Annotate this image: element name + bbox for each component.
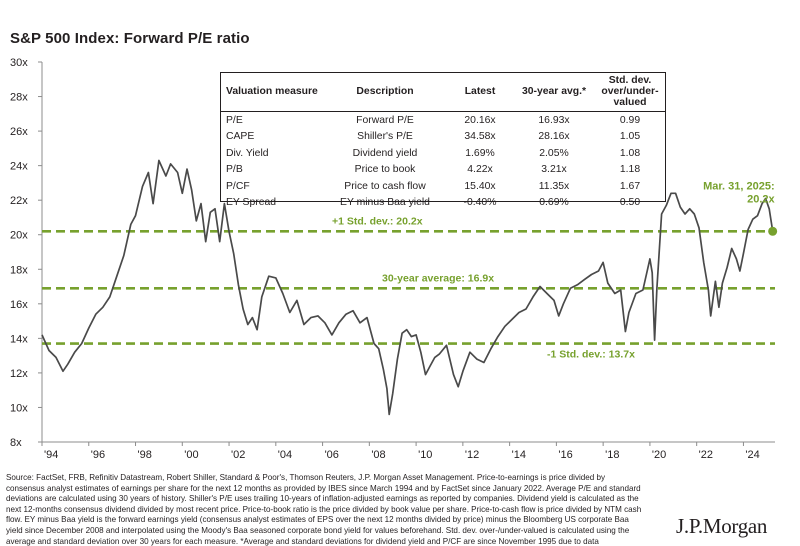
y-tick-label: 24x — [10, 161, 28, 173]
x-tick-label: '12 — [465, 449, 479, 461]
chart-title: S&P 500 Index: Forward P/E ratio — [10, 30, 250, 47]
x-tick-label: '10 — [418, 449, 432, 461]
cell-description: Price to book — [354, 164, 416, 176]
valuation-table-grid: Valuation measure Description Latest 30-… — [221, 73, 665, 211]
cell-description: Forward P/E — [356, 114, 414, 126]
cell-measure: P/E — [226, 114, 243, 126]
y-tick-label: 14x — [10, 333, 28, 345]
x-tick-label: '06 — [325, 449, 339, 461]
x-tick-label: '02 — [231, 449, 245, 461]
cell-average: 3.21x — [541, 164, 567, 176]
y-tick-label: 18x — [10, 264, 28, 276]
x-axis: '94 '96 '98 '00 '02 '04 '06 '08 '10 '12 '14 '16 '18 '… — [41, 441, 775, 461]
cell-latest: 15.40x — [464, 180, 496, 192]
y-tick-label: 8x — [10, 437, 22, 449]
cell-latest: 34.58x — [464, 131, 496, 143]
end-point-value-label: 20.2x — [747, 193, 775, 205]
x-tick-label: '14 — [512, 449, 526, 461]
cell-measure: P/B — [226, 164, 243, 176]
series-line — [41, 159, 774, 416]
cell-latest: 4.22x — [467, 164, 493, 176]
cell-latest: 20.16x — [464, 114, 496, 126]
cell-description: Shiller's P/E — [357, 131, 413, 143]
y-tick-label: 16x — [10, 299, 28, 311]
cell-average: 28.16x — [538, 131, 570, 143]
x-tick-label: '20 — [652, 449, 666, 461]
y-tick-label: 10x — [10, 402, 28, 414]
reference-line-label: +1 Std. dev.: 20.2x — [332, 215, 423, 227]
cell-average: 11.35x — [538, 180, 570, 192]
cell-description: Price to cash flow — [344, 180, 426, 192]
cell-std-dev: 0.50 — [619, 197, 641, 209]
header-valuation-measure: Valuation measure — [221, 73, 323, 112]
table-row: P/B Price to book 4.22x 3.21x 1.18 — [221, 162, 665, 179]
cell-latest: -0.40% — [463, 197, 497, 209]
table-row: EY Spread EY minus Baa yield -0.40% 0.69… — [221, 195, 665, 212]
x-tick-label: '24 — [745, 449, 759, 461]
y-tick-label: 20x — [10, 230, 28, 242]
cell-std-dev: 1.08 — [619, 147, 641, 159]
cell-std-dev: 1.05 — [619, 131, 641, 143]
header-std-dev: Std. dev. over/under-valued — [595, 73, 665, 112]
cell-std-dev: 0.99 — [619, 114, 641, 126]
end-point-marker — [768, 226, 778, 236]
cell-measure: EY Spread — [226, 197, 277, 209]
header-latest: Latest — [447, 73, 513, 112]
y-tick-label: 28x — [10, 92, 28, 104]
series-group — [41, 159, 774, 416]
table-row: P/CF Price to cash flow 15.40x 11.35x 1.… — [221, 178, 665, 195]
cell-std-dev: 1.18 — [619, 164, 641, 176]
y-tick-label: 22x — [10, 195, 28, 207]
y-tick-label: 30x — [10, 57, 28, 69]
x-tick-label: '16 — [558, 449, 572, 461]
x-tick-label: '04 — [278, 449, 292, 461]
cell-average: 16.93x — [538, 114, 570, 126]
x-tick-label: '98 — [138, 449, 152, 461]
cell-average: 2.05% — [539, 147, 569, 159]
y-tick-label: 12x — [10, 368, 28, 380]
cell-description: EY minus Baa yield — [340, 197, 430, 209]
reference-line-label: -1 Std. dev.: 13.7x — [547, 349, 635, 361]
cell-measure: CAPE — [226, 131, 255, 143]
y-tick-label: 26x — [10, 126, 28, 138]
source-footnote: Source: FactSet, FRB, Refinitiv Datastre… — [6, 473, 642, 546]
reference-lines: +1 Std. dev.: 20.2x 30-year average: 16.9… — [42, 215, 775, 361]
x-tick-label: '96 — [91, 449, 105, 461]
end-point-date-label: Mar. 31, 2025: — [703, 180, 775, 192]
cell-latest: 1.69% — [465, 147, 495, 159]
x-tick-label: '18 — [605, 449, 619, 461]
table-row: P/E Forward P/E 20.16x 16.93x 0.99 — [221, 112, 665, 129]
header-30-year-avg: 30-year avg.* — [513, 73, 595, 112]
x-tick-label: '08 — [371, 449, 385, 461]
x-tick-label: '22 — [699, 449, 713, 461]
x-tick-label: '94 — [44, 449, 58, 461]
table-row: CAPE Shiller's P/E 34.58x 28.16x 1.05 — [221, 129, 665, 146]
cell-description: Dividend yield — [352, 147, 418, 159]
cell-measure: Div. Yield — [226, 147, 269, 159]
cell-average: 0.69% — [539, 197, 569, 209]
table-row: Div. Yield Dividend yield 1.69% 2.05% 1.… — [221, 145, 665, 162]
reference-line-label: 30-year average: 16.9x — [382, 272, 494, 284]
table-header-row: Valuation measure Description Latest 30-… — [221, 73, 665, 112]
header-description: Description — [323, 73, 447, 112]
cell-std-dev: 1.67 — [619, 180, 641, 192]
jp-morgan-logo: J.P.Morgan — [676, 514, 768, 538]
y-axis: 30x 28x 26x 24x 22x 20x 18x 16x 14x 12x 10x 8x — [10, 57, 43, 449]
annotations: Mar. 31, 2025:20.2x — [703, 180, 778, 236]
cell-measure: P/CF — [226, 180, 250, 192]
x-tick-label: '00 — [184, 449, 198, 461]
valuation-table: Valuation measure Description Latest 30-… — [220, 72, 666, 208]
